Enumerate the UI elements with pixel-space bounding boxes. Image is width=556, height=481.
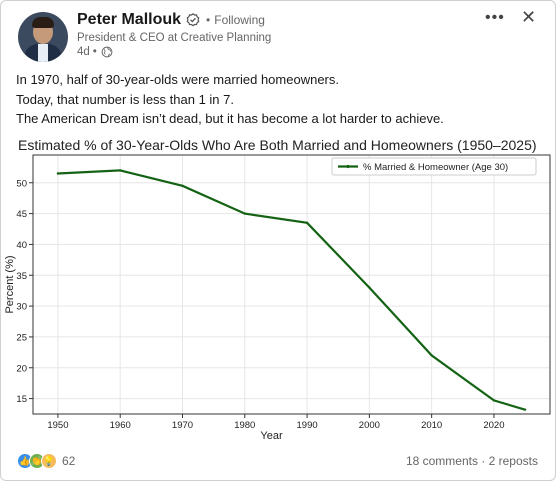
reaction-count: 62	[62, 454, 76, 468]
y-tick-label: 25	[16, 332, 27, 343]
y-axis-label: Percent (%)	[4, 255, 16, 313]
author-name[interactable]: Peter Mallouk	[77, 11, 182, 28]
x-tick-label: 2010	[421, 420, 442, 431]
x-tick-label: 1960	[110, 420, 131, 431]
y-tick-label: 30	[16, 302, 27, 313]
y-tick-label: 15	[16, 394, 27, 405]
data-point	[430, 354, 433, 357]
x-tick-label: 1950	[47, 420, 68, 431]
plot-frame	[32, 154, 551, 415]
series-line	[57, 169, 526, 411]
following-status[interactable]: Following	[214, 13, 265, 27]
line-chart[interactable]: 15 20 25 30 35 40 45 50 1950 1960 1970 1980 1990 2000…	[1, 151, 555, 443]
author-name-row: Peter Mallouk • Following	[77, 11, 265, 29]
data-point	[305, 221, 309, 225]
data-point	[523, 408, 527, 411]
meta-dot: •	[92, 46, 97, 58]
post-line-2: Today, that number is less than 1 in 7.	[16, 91, 234, 107]
y-tick-label: 45	[16, 209, 27, 220]
y-tick-label: 20	[16, 363, 27, 374]
more-options-icon[interactable]: •••	[485, 9, 505, 26]
separator-dot: •	[206, 13, 211, 27]
engagement-summary[interactable]: 18 comments · 2 reposts	[405, 454, 538, 468]
post-meta: 4d •	[77, 46, 113, 58]
verified-badge-icon	[186, 13, 200, 27]
data-point	[492, 399, 496, 402]
close-icon[interactable]: ✕	[521, 7, 537, 27]
author-avatar[interactable]	[18, 12, 68, 62]
data-point	[56, 172, 60, 175]
x-tick-label: 1970	[172, 420, 193, 431]
data-point	[243, 212, 246, 215]
post-text: In 1970, half of 30-year-olds were marri…	[16, 70, 444, 129]
globe-icon	[101, 46, 113, 58]
legend-label: % Married & Homeowner (Age 30)	[363, 162, 508, 173]
insightful-reaction-icon: 💡	[41, 453, 57, 469]
data-point	[181, 184, 184, 188]
x-axis-label: Year	[260, 430, 283, 442]
data-point	[119, 169, 122, 172]
x-tick-label: 2020	[483, 420, 504, 431]
chart-title: Estimated % of 30-Year-Olds Who Are Both…	[18, 137, 537, 153]
legend-box	[331, 157, 537, 176]
x-tick-label: 1990	[297, 420, 318, 431]
data-point	[368, 286, 371, 289]
post-line-3: The American Dream isn’t dead, but it ha…	[16, 111, 444, 126]
x-tick-label: 2000	[359, 420, 380, 431]
legend-marker	[346, 164, 350, 169]
y-tick-label: 50	[16, 178, 27, 189]
x-tick-label: 1980	[234, 420, 255, 431]
author-headline: President & CEO at Creative Planning	[77, 32, 272, 44]
y-tick-label: 40	[16, 240, 27, 251]
reactions-summary[interactable]: 👍 👏 💡 62	[17, 453, 75, 469]
post-line-1: In 1970, half of 30-year-olds were marri…	[16, 72, 339, 87]
y-tick-label: 35	[16, 271, 27, 282]
post-time: 4d	[77, 46, 90, 58]
